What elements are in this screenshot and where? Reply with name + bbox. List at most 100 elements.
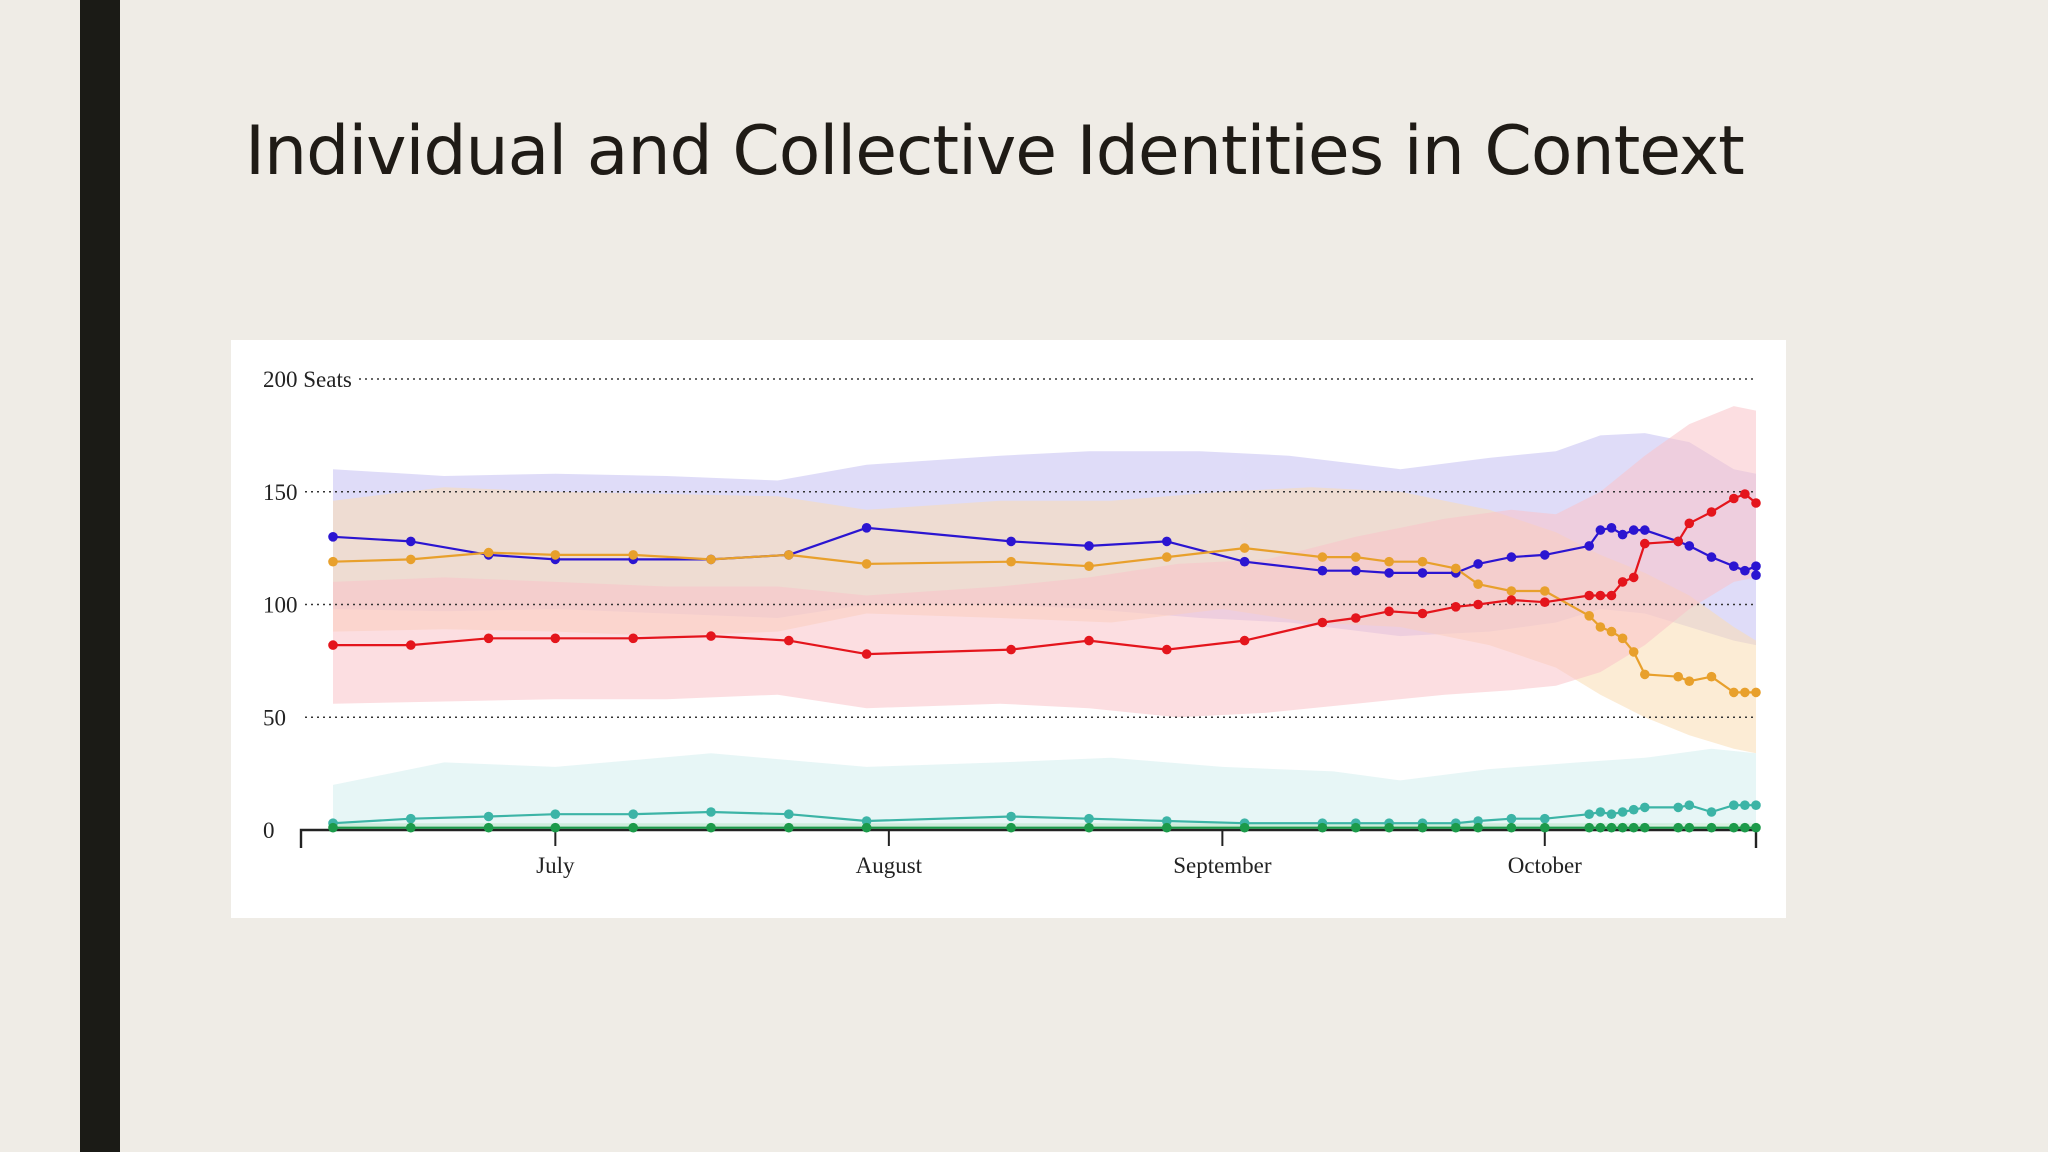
series-2-point (1540, 586, 1550, 596)
series-1-point (1162, 536, 1172, 547)
series-4-point (1740, 800, 1750, 810)
series-5-point (1417, 822, 1428, 833)
seat-projection-chart: 0 50 100 150 200 Seats July August September Oct… (263, 367, 1761, 878)
series-5-point (1640, 822, 1650, 833)
series-3-point (1617, 577, 1628, 587)
series-3-point (550, 633, 561, 644)
series-3-point (1684, 518, 1695, 529)
series-2-point (406, 554, 416, 565)
series-4-point (1506, 813, 1517, 824)
series-4-point (1584, 809, 1594, 819)
series-4-point (1706, 807, 1717, 817)
series-5-point (1751, 822, 1761, 833)
series-4-point (861, 816, 872, 826)
series-2-point (1617, 633, 1628, 644)
series-1-point (1684, 541, 1695, 551)
series-2-point (784, 550, 794, 560)
series-3-point (1351, 613, 1361, 623)
series-2-point (1595, 622, 1606, 632)
series-1-point (1617, 529, 1628, 540)
series-2-point (1584, 611, 1594, 621)
series-line-4 (332, 804, 1756, 825)
series-1-point (1640, 525, 1650, 535)
series-2-point (1451, 563, 1461, 574)
series-1-point (1740, 565, 1750, 576)
x-tick-label: July (536, 853, 575, 878)
series-5-point (628, 822, 638, 833)
series-5-point (1706, 822, 1717, 833)
series-1-point (1751, 570, 1761, 580)
series-2-point (550, 550, 561, 560)
series-3-point (1451, 602, 1461, 612)
series-5-point (1384, 822, 1394, 833)
series-3-point (1640, 538, 1650, 549)
series-3-point (1317, 617, 1328, 628)
series-line-3 (333, 492, 1757, 656)
series-2-point (1384, 556, 1394, 567)
series-4-point (628, 809, 638, 819)
series-3-point (1706, 507, 1717, 517)
series-3-point (406, 640, 416, 650)
series-5-point (1628, 822, 1639, 833)
series-3-point (1584, 590, 1594, 601)
series-3-point (1606, 590, 1617, 601)
series-1-point (1239, 556, 1250, 567)
series-4-point (550, 809, 561, 819)
series-4-point (1751, 800, 1761, 810)
series-1-point (328, 532, 338, 542)
series-1-point (1506, 552, 1517, 562)
series-5-point (1239, 822, 1250, 833)
series-5-point (1584, 822, 1594, 833)
series-2-point (328, 556, 338, 567)
series-5-point (1451, 822, 1461, 833)
series-2-point (1628, 647, 1639, 657)
series-4-point (483, 811, 494, 822)
series-2-point (1006, 556, 1016, 567)
series-5-point (1729, 822, 1739, 833)
series-5-point (861, 822, 872, 833)
series-1-point (1351, 565, 1361, 576)
series-4-point (706, 807, 716, 817)
series-2-point (1162, 552, 1172, 562)
series-5-point (1084, 822, 1094, 833)
series-2-point (1317, 552, 1328, 562)
series-3-point (784, 635, 794, 646)
y-tick-label: 200 Seats (263, 367, 352, 392)
y-tick-label: 150 (263, 480, 298, 505)
series-2-point (1084, 561, 1094, 571)
series-5-point (1673, 822, 1683, 833)
series-5-point (1006, 822, 1016, 833)
series-1-point (1006, 536, 1016, 547)
series-4-point (1162, 816, 1172, 826)
series-5-point (550, 822, 561, 833)
series-2-point (861, 559, 872, 569)
series-2-point (1673, 671, 1683, 682)
series-4-point (1640, 802, 1650, 813)
series-3-point (1006, 644, 1016, 655)
series-3-point (328, 640, 338, 650)
confidence-bands (333, 406, 1756, 830)
series-3-point (1595, 590, 1606, 601)
series-1-point (406, 536, 416, 547)
x-tick-label: October (1508, 853, 1582, 878)
series-3-point (1417, 608, 1428, 619)
series-1-point (1595, 525, 1606, 535)
series-4-point (784, 809, 794, 819)
series-points (328, 489, 1761, 833)
series-1-point (1706, 552, 1717, 562)
series-1-point (1729, 561, 1739, 571)
series-2-point (1706, 671, 1717, 682)
series-5-point (1684, 822, 1695, 833)
series-4-point (406, 813, 416, 824)
series-4-point (1617, 807, 1628, 817)
series-3-point (483, 633, 494, 644)
x-tick-label: August (856, 853, 923, 878)
series-1-point (1584, 541, 1594, 551)
series-5-point (328, 822, 338, 833)
series-5-point (406, 822, 416, 833)
series-5-point (1740, 822, 1750, 833)
confidence-band-4 (333, 748, 1756, 830)
axes: 0 50 100 150 200 Seats July August September Oct… (263, 367, 1758, 878)
series-1-point (1384, 568, 1394, 578)
series-3-point (628, 633, 638, 644)
